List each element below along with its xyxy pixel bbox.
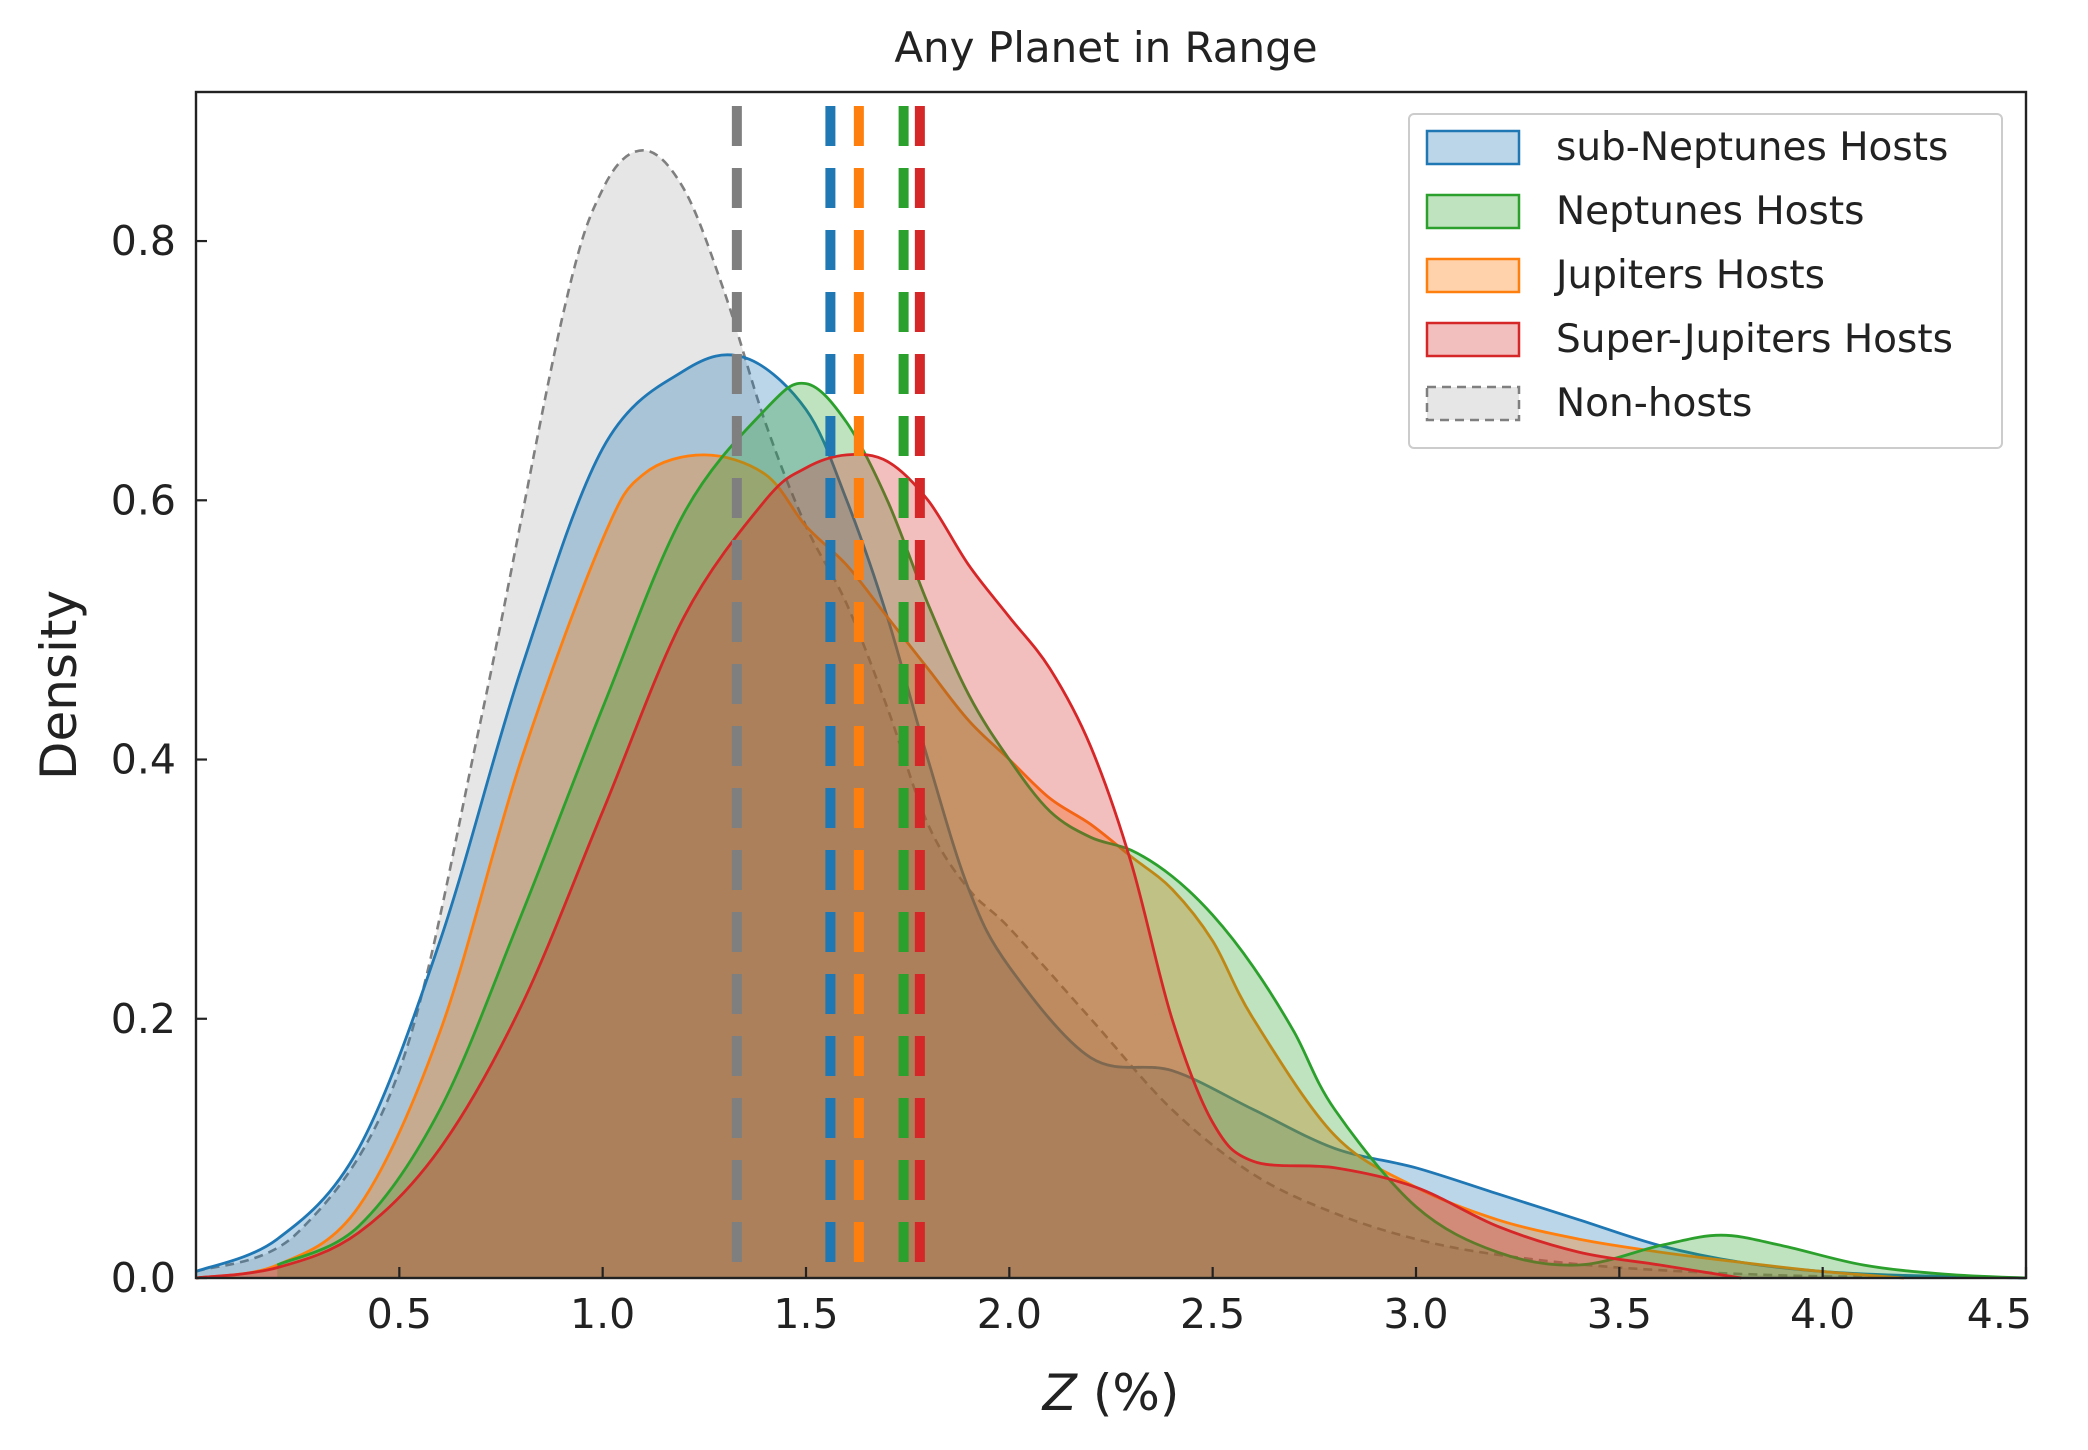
- median-lines: [731, 106, 925, 1278]
- kde-line-jupiters-hosts: [195, 453, 1905, 1280]
- y-tick-label: 0.0: [111, 1254, 176, 1302]
- y-tick-label: 0.8: [111, 217, 176, 265]
- kde-fill-neptunes-hosts: [277, 383, 2026, 1278]
- legend-swatch: [1425, 385, 1521, 422]
- x-axis-unit: (%): [1077, 1364, 1179, 1422]
- chart-title: Any Planet in Range: [894, 23, 1317, 72]
- x-tick-label: 2.5: [1180, 1290, 1245, 1338]
- legend-label: sub-Neptunes Hosts: [1556, 125, 1948, 170]
- legend-swatch: [1425, 321, 1521, 358]
- kde-fill-super-jupiters-hosts: [196, 454, 1742, 1279]
- legend-label: Jupiters Hosts: [1553, 253, 1825, 298]
- legend-box: [1408, 113, 2003, 449]
- series-layer: [195, 148, 2027, 1280]
- kde-fill-sub-neptunes-hosts: [196, 354, 2026, 1278]
- x-tick-label: 2.0: [977, 1290, 1042, 1338]
- legend-item-super-jupiters-hosts: Super-Jupiters Hosts: [1425, 317, 1953, 362]
- kde-line-non-hosts: [195, 148, 2027, 1280]
- x-axis-title: Z (%): [1041, 1364, 1180, 1422]
- legend-label: Neptunes Hosts: [1556, 189, 1864, 234]
- legend-item-sub-neptunes-hosts: sub-Neptunes Hosts: [1425, 125, 1948, 170]
- y-tick-label: 0.2: [111, 995, 176, 1043]
- kde-line-super-jupiters-hosts: [195, 452, 1742, 1280]
- legend-item-jupiters-hosts: Jupiters Hosts: [1425, 253, 1825, 298]
- y-axis: 0.0 0.2 0.4 0.6 0.8: [111, 217, 207, 1302]
- x-tick-label: 1.0: [570, 1290, 635, 1338]
- legend-swatch: [1425, 193, 1521, 230]
- legend-label: Super-Jupiters Hosts: [1556, 317, 1953, 362]
- legend: sub-Neptunes Hosts Neptunes Hosts Jupiters…: [1408, 113, 2003, 449]
- plot-area: [195, 106, 2027, 1280]
- x-tick-label: 0.5: [367, 1290, 432, 1338]
- y-tick-label: 0.6: [111, 476, 176, 524]
- legend-item-non-hosts: Non-hosts: [1425, 381, 1752, 426]
- kde-line-sub-neptunes-hosts: [195, 353, 2027, 1280]
- x-tick-label: 4.0: [1790, 1290, 1855, 1338]
- x-axis-variable: Z: [1041, 1364, 1079, 1422]
- x-tick-label: 3.5: [1587, 1290, 1652, 1338]
- y-tick-label: 0.4: [111, 736, 176, 784]
- legend-swatch: [1425, 257, 1521, 294]
- legend-swatch: [1425, 129, 1521, 166]
- kde-fill-non-hosts: [196, 150, 2026, 1278]
- kde-line-neptunes-hosts: [276, 381, 2027, 1280]
- legend-item-neptunes-hosts: Neptunes Hosts: [1425, 189, 1864, 234]
- axes-frame: [194, 90, 2028, 1280]
- x-axis: 0.5 1.0 1.5 2.0 2.5 3.0 3.5 4.0 4.5: [367, 1267, 2032, 1338]
- x-tick-label: 3.0: [1383, 1290, 1448, 1338]
- kde-fill-jupiters-hosts: [196, 454, 1904, 1278]
- y-axis-title: Density: [30, 590, 88, 780]
- x-tick-label: 1.5: [773, 1290, 838, 1338]
- legend-label: Non-hosts: [1556, 381, 1752, 426]
- x-tick-label: 4.5: [1967, 1290, 2032, 1338]
